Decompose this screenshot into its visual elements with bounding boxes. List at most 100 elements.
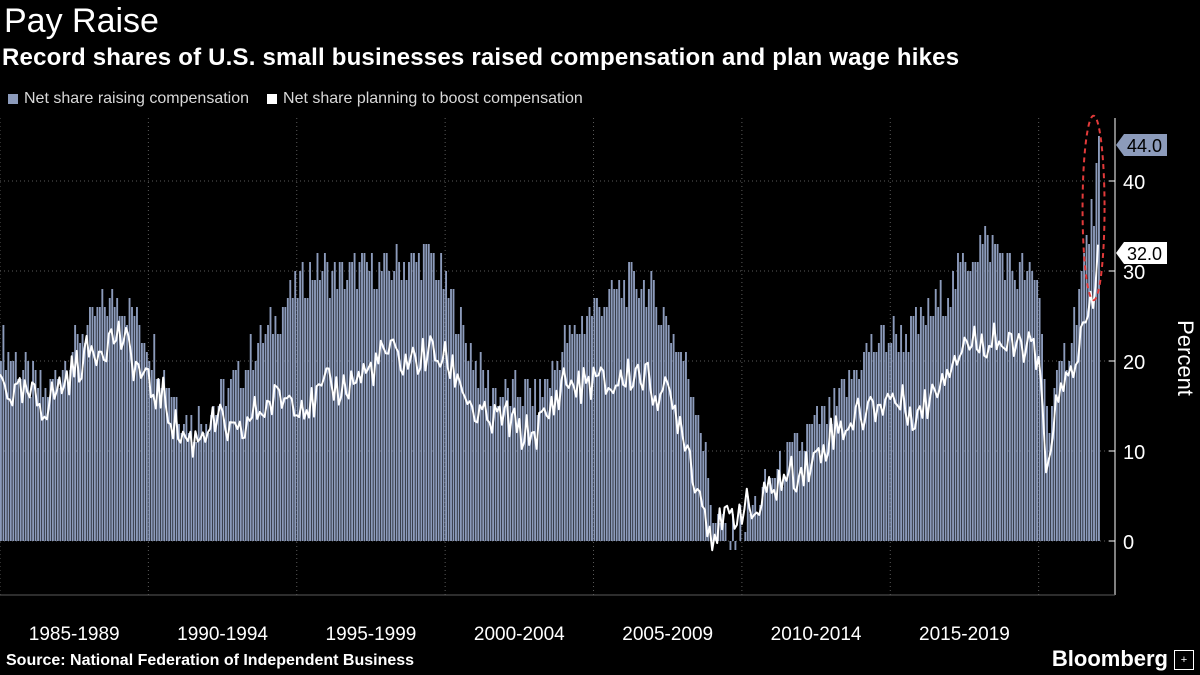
bar-raising — [197, 406, 200, 541]
bar-raising — [934, 289, 937, 541]
highlight-ellipse — [1081, 114, 1106, 302]
bar-raising — [991, 235, 994, 541]
bar-raising — [838, 388, 841, 541]
bar-raising — [178, 424, 180, 541]
bar-raising — [694, 415, 697, 541]
plus-square-icon: + — [1174, 650, 1194, 670]
bar-raising — [749, 514, 752, 541]
bar-raising — [855, 370, 858, 541]
bar-raising — [506, 388, 509, 541]
bar-raising — [84, 343, 86, 541]
bar-raising — [687, 379, 690, 541]
bar-raising — [145, 352, 148, 541]
last-value-label: 32.0 — [1127, 244, 1162, 264]
bar-raising — [640, 289, 643, 541]
brand-logo: Bloomberg — [1051, 646, 1168, 671]
bar-raising — [173, 397, 175, 541]
bar-raising — [175, 397, 178, 541]
bar-raising — [259, 325, 262, 541]
bar-raising — [793, 433, 796, 541]
bar-raising — [190, 415, 193, 541]
bar-raising — [868, 352, 870, 541]
bar-raising — [366, 262, 368, 541]
bar-raising — [650, 271, 653, 541]
bar-raising — [113, 307, 116, 541]
bar-raising — [464, 343, 467, 541]
bar-raising — [281, 307, 284, 541]
bar-raising — [353, 253, 356, 541]
bar-raising — [845, 397, 848, 541]
bar-raising — [430, 253, 433, 541]
bar-raising — [123, 316, 126, 541]
bar-raising — [91, 307, 94, 541]
bar-raising — [781, 487, 784, 541]
bar-raising — [615, 289, 618, 541]
bar-raising — [1058, 361, 1061, 541]
x-tick-label: 1995-1999 — [326, 624, 417, 645]
bar-raising — [435, 280, 438, 541]
bar-raising — [541, 397, 544, 541]
bar-raising — [702, 451, 705, 541]
bar-raising — [457, 334, 460, 541]
bar-raising — [642, 280, 645, 541]
bar-raising — [719, 523, 722, 541]
bar-raising — [561, 352, 564, 541]
bar-raising — [116, 298, 119, 541]
bar-raising — [986, 235, 989, 541]
bar-raising — [234, 370, 237, 541]
bar-raising — [989, 262, 992, 541]
y-tick-label: 0 — [1123, 532, 1134, 554]
bar-raising — [583, 334, 586, 541]
bar-raising — [222, 379, 225, 541]
bar-raising — [593, 298, 596, 541]
bar-raising — [121, 316, 124, 541]
bar-raising — [474, 361, 477, 541]
bar-raising — [34, 370, 37, 541]
bar-raising — [373, 289, 376, 541]
last-value-tags: 44.0 32.0 — [1116, 134, 1167, 264]
bar-raising — [769, 478, 771, 541]
bar-raising — [326, 262, 329, 541]
bar-raising — [783, 478, 786, 541]
bar-raising — [746, 496, 749, 541]
bar-raising — [531, 406, 534, 541]
bar-raising — [467, 361, 470, 541]
bar-raising — [489, 406, 492, 541]
bar-raising — [138, 325, 141, 541]
bar-raising — [536, 415, 539, 541]
bar-raising — [778, 451, 781, 541]
bar-raising — [680, 352, 682, 541]
bar-raising — [195, 442, 198, 541]
bar-raising — [437, 280, 440, 541]
bar-raising — [670, 343, 673, 541]
bar-raising — [961, 253, 964, 541]
bar-raising — [482, 370, 485, 541]
bar-raising — [358, 262, 361, 541]
bar-raising — [447, 298, 450, 541]
bar-raising — [751, 505, 754, 541]
bar-raising — [1090, 199, 1093, 541]
bar-raising — [61, 370, 64, 541]
bar-raising — [892, 316, 895, 541]
bar-raising — [788, 442, 791, 541]
bar-raising — [853, 370, 856, 541]
bar-raising — [14, 352, 17, 541]
bar-raising — [385, 253, 388, 541]
bar-raising — [586, 316, 588, 541]
bar-raising — [848, 370, 851, 541]
bar-raising — [665, 316, 668, 541]
bar-raising — [801, 442, 804, 541]
bar-raising — [284, 307, 287, 541]
bar-raising — [774, 478, 776, 541]
bar-raising — [514, 370, 517, 541]
bar-raising — [692, 397, 695, 541]
bar-raising — [74, 325, 77, 541]
bar-raising — [667, 325, 670, 541]
bar-raising — [645, 307, 648, 541]
bar-raising — [286, 298, 289, 541]
bar-raising — [1004, 280, 1006, 541]
bar-raising — [558, 370, 561, 541]
bar-raising — [450, 289, 452, 541]
bar-raising — [519, 397, 522, 541]
bar-raising — [798, 451, 801, 541]
